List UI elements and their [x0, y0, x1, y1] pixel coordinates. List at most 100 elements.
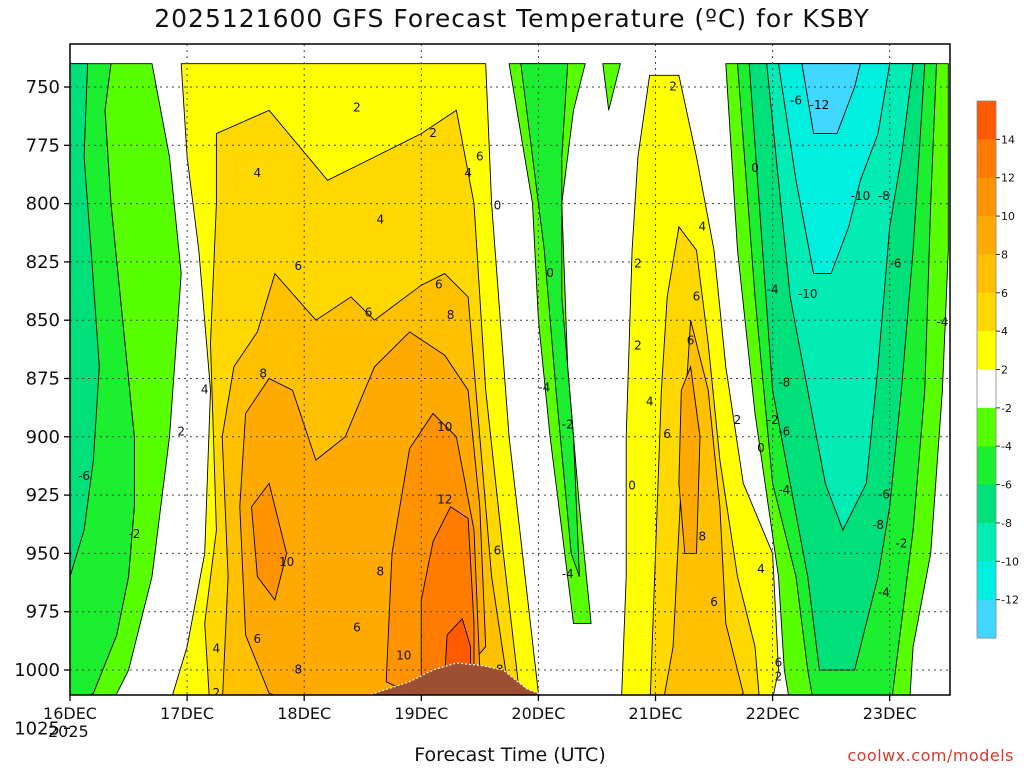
colorbar-swatch: [977, 292, 996, 332]
y-tick-label: 800: [26, 194, 60, 215]
colorbar-label: -12: [1001, 594, 1019, 607]
contour-label: 6: [254, 632, 262, 646]
contour-label: -4: [538, 380, 550, 394]
colorbar-label: 12: [1001, 172, 1015, 185]
plot-frame: [69, 43, 951, 696]
contour-label: 2: [669, 80, 677, 94]
temp-band-10_12-region: [251, 482, 288, 602]
credit-link[interactable]: coolwx.com/models: [847, 746, 1014, 765]
grid-layer: [70, 44, 950, 695]
contour-label: 0: [494, 198, 502, 212]
contour-label: -6: [890, 257, 902, 271]
contour-label: 8: [376, 565, 384, 579]
contour-label: 2: [353, 100, 361, 114]
colorbar-swatch: [977, 216, 996, 255]
contour-label: 10: [279, 555, 294, 569]
colorbar-swatch: [977, 599, 996, 639]
contour-label: -8: [778, 376, 790, 390]
contour-label: -12: [810, 98, 830, 112]
x-tick-label: 23DEC: [863, 704, 917, 723]
contour-label: 4: [201, 383, 209, 397]
contour-label: -4: [778, 483, 790, 497]
colorbar-swatch: [977, 177, 996, 217]
colorbar-label: 6: [1001, 287, 1008, 300]
contour-label: -2: [767, 413, 779, 427]
contour-label: 6: [494, 544, 502, 558]
year-label: 2025: [48, 722, 89, 741]
contour-label: 4: [464, 166, 472, 180]
contour-label: 4: [254, 166, 262, 180]
colorbar-swatch: [977, 254, 996, 294]
y-tick-label: 775: [26, 135, 60, 156]
colorbar-label: 8: [1001, 248, 1008, 261]
contour-label: 8: [699, 530, 707, 544]
x-tick-label: 16DEC: [43, 704, 97, 723]
colorbar-swatch: [977, 407, 996, 447]
temperature-fill-layer: [70, 63, 949, 695]
contour-label: 4: [646, 394, 654, 408]
y-tick-label: 825: [26, 252, 60, 273]
contour-label: 2: [775, 669, 783, 683]
colorbar-swatch: [977, 331, 996, 370]
contour-label: 2: [950, 366, 958, 380]
temp-band--10_-12-region: [777, 63, 891, 275]
colorbar-swatch: [977, 139, 996, 179]
contour-label: -4: [562, 567, 574, 581]
contour-label: -2: [562, 418, 574, 432]
terrain-surface: [70, 663, 950, 695]
x-axis-title-wrap: Forecast Time (UTC): [0, 744, 1024, 766]
y-axis: 750 775 800 825 850 875 900 925 950 975 1000 1025: [14, 77, 70, 739]
x-tick-label: 18DEC: [277, 704, 331, 723]
contour-label: -8: [878, 189, 890, 203]
colorbar-label: -10: [1001, 555, 1019, 568]
colorbar-label: 14: [1001, 133, 1015, 146]
colorbar-swatch: [977, 522, 996, 562]
x-tick-label: 20DEC: [511, 704, 565, 723]
contour-label: 0: [956, 301, 964, 315]
contour-label: -2: [128, 527, 140, 541]
contour-label: 0: [757, 441, 765, 455]
contour-label: 0: [628, 478, 636, 492]
colorbar-label: 2: [1001, 364, 1008, 377]
contour-label: 2: [177, 425, 185, 439]
colorbar-swatch: [977, 101, 996, 140]
y-tick-label: 850: [26, 310, 60, 331]
contour-label: 8: [259, 366, 267, 380]
temp-band--2_-4-region: [88, 63, 182, 695]
temp-band-6_8-region: [663, 320, 744, 695]
contour-label: 4: [699, 219, 707, 233]
contour-label: 6: [365, 306, 373, 320]
contour-label: -8: [872, 518, 884, 532]
contour-label: 2: [429, 126, 437, 140]
contour-label: -2: [895, 537, 907, 551]
contour-label: 10: [396, 649, 411, 663]
contour-label: -4: [878, 586, 890, 600]
x-tick-label: 22DEC: [746, 704, 800, 723]
y-tick-label: 1000: [14, 660, 60, 681]
y-tick-label: 950: [26, 543, 60, 564]
terrain-outline: [368, 662, 545, 695]
y-tick-label: 900: [26, 427, 60, 448]
colorbar-swatch: [977, 484, 996, 524]
contour-label: -6: [790, 93, 802, 107]
contour-label-layer: -6-22442864681026648102681012460680-4-2-…: [78, 80, 964, 696]
colorbar-label: 4: [1001, 325, 1008, 338]
y-tick-label: 750: [26, 77, 60, 98]
contour-label: 0: [546, 266, 554, 280]
contour-label: 6: [435, 278, 443, 292]
contour-label: 4: [213, 642, 221, 656]
y-tick-label: 975: [26, 602, 60, 623]
x-axis-title: Forecast Time (UTC): [414, 744, 606, 766]
contour-label: -6: [78, 469, 90, 483]
chart-title: 2025121600 GFS Forecast Temperature (ºC)…: [154, 4, 870, 33]
contour-label: 2: [634, 338, 642, 352]
contour-label: 2: [734, 413, 742, 427]
contour-label: 6: [295, 259, 303, 273]
colorbar-label: -8: [1001, 517, 1012, 530]
temp-band--12_-14-region: [801, 63, 861, 135]
contour-label: 0: [751, 161, 759, 175]
colorbar-label: -6: [1001, 479, 1012, 492]
x-tick-label: 17DEC: [160, 704, 214, 723]
contour-label: -6: [778, 425, 790, 439]
